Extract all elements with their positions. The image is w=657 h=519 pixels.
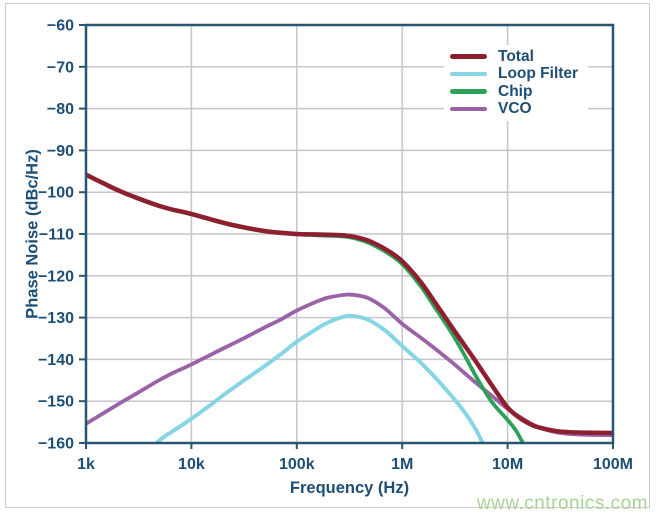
x-axis-label: Frequency (Hz): [289, 479, 410, 497]
y-tick-label: −110: [39, 227, 74, 244]
x-tick-label: 100k: [279, 456, 315, 473]
y-axis-label: Phase Noise (dBc/Hz): [23, 149, 42, 319]
y-tick-label: −150: [38, 394, 74, 411]
x-tick-label: 10k: [178, 456, 205, 473]
legend-item-chip: Chip: [450, 83, 578, 100]
x-tick-label: 100M: [593, 456, 633, 473]
legend-label: Loop Filter: [498, 65, 579, 83]
plot-frame: [84, 23, 615, 445]
y-tick-label: −130: [38, 310, 74, 327]
series-loop-filter: [154, 313, 485, 443]
series-total: [86, 172, 613, 436]
legend-item-vco: VCO: [450, 100, 578, 117]
y-tick-label: −80: [47, 101, 74, 118]
legend-label: Total: [498, 47, 534, 65]
legend-item-total: Total: [450, 48, 578, 65]
x-tick-label: 10M: [492, 456, 523, 473]
y-tick-label: −160: [38, 436, 74, 453]
x-tick-label: 1k: [77, 456, 95, 473]
y-tick-label: −140: [38, 352, 74, 369]
legend-swatch: [450, 89, 487, 94]
y-tick-label: −90: [47, 143, 74, 160]
y-tick-label: −100: [38, 185, 74, 202]
legend-label: VCO: [498, 100, 532, 118]
legend-label: Chip: [498, 82, 533, 100]
y-tick-label: −60: [47, 18, 74, 35]
legend-swatch: [450, 54, 487, 59]
x-tick-label: 1M: [391, 456, 413, 473]
legend: Total Loop Filter Chip VCO: [444, 45, 589, 121]
legend-swatch: [450, 106, 487, 112]
legend-swatch: [450, 71, 487, 77]
watermark-text: www.cntronics.com: [476, 493, 648, 514]
legend-item-loop-filter: Loop Filter: [450, 65, 578, 82]
y-tick-label: −70: [47, 59, 74, 76]
y-tick-label: −120: [38, 268, 74, 285]
